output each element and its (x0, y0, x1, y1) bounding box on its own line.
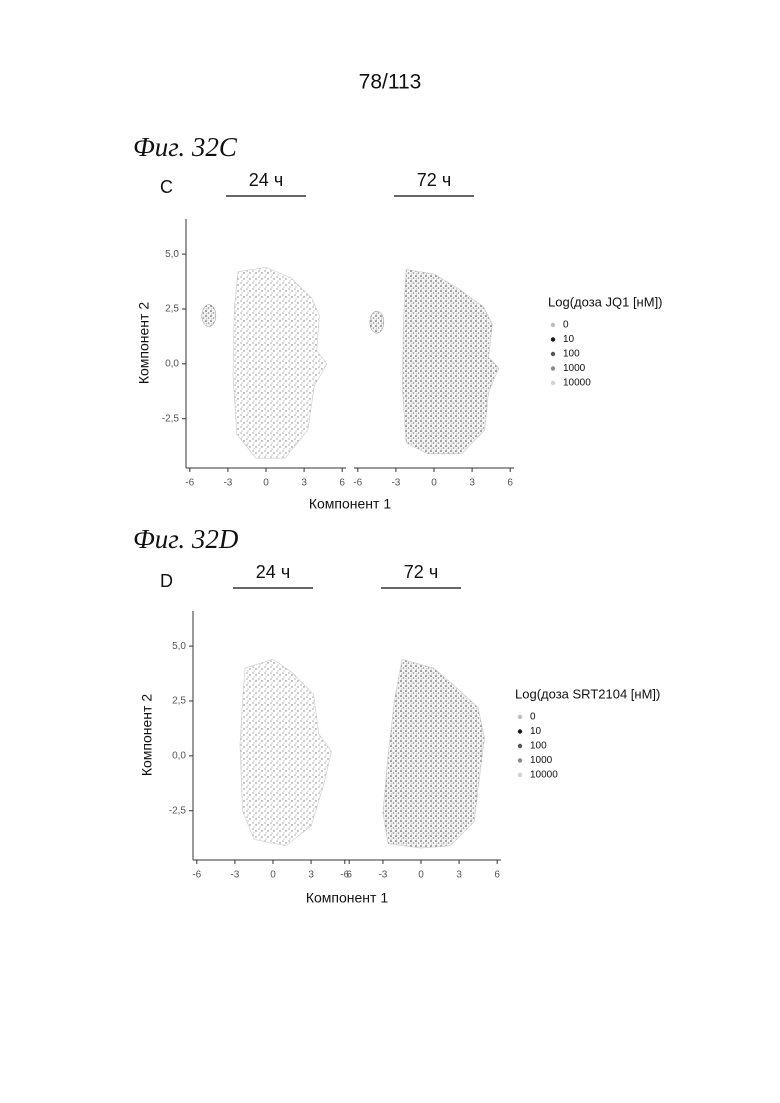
x-axis-label: Компонент 1 (309, 496, 391, 512)
x-tick-label: -6 (353, 478, 362, 489)
x-tick-label: 3 (308, 870, 314, 881)
point-cluster (202, 305, 216, 327)
x-tick-label: -6 (192, 870, 201, 881)
legend-label: 0 (563, 320, 569, 331)
legend-marker (518, 744, 522, 748)
legend-marker (551, 323, 555, 327)
y-tick-label: 2,5 (165, 304, 179, 315)
y-tick-label: 0,0 (172, 750, 186, 761)
y-tick-label: -2,5 (162, 413, 180, 424)
x-tick-label: 0 (263, 478, 269, 489)
figure-label: Фиг. 32D (133, 524, 239, 554)
legend-label: 1000 (530, 755, 553, 766)
point-cloud (402, 269, 499, 453)
legend-marker (551, 352, 555, 356)
y-axis-label: Компонент 2 (139, 694, 155, 776)
x-tick-label: -6 (340, 870, 349, 881)
x-axis-label: Компонент 1 (306, 890, 388, 906)
plot-panel (370, 269, 499, 453)
legend-label: 10000 (563, 378, 591, 389)
timepoint-label: 24 ч (249, 170, 283, 190)
panel-letter: D (160, 571, 173, 591)
x-tick-label: 6 (339, 478, 345, 489)
x-tick-label: 0 (270, 870, 276, 881)
page: 78/113 Фиг. 32C C 24 ч -6 -3 0 3 6 5,0 2,5 0,0 -2,5… (0, 0, 780, 1103)
legend-marker (518, 729, 522, 733)
point-cloud (240, 659, 331, 846)
point-cluster (370, 311, 384, 333)
timepoint-label: 72 ч (417, 170, 451, 190)
page-number: 78/113 (359, 71, 422, 94)
y-tick-label: 2,5 (172, 696, 186, 707)
y-axis-label: Компонент 2 (136, 302, 152, 384)
x-tick-label: 3 (301, 478, 307, 489)
x-tick-label: 0 (418, 870, 424, 881)
timepoint-label: 24 ч (256, 562, 290, 582)
timepoint-label: 72 ч (404, 562, 438, 582)
legend-marker (551, 381, 555, 385)
y-tick-label: 5,0 (165, 249, 179, 260)
point-cloud (383, 659, 485, 848)
point-cloud (233, 267, 327, 458)
y-tick-label: 0,0 (165, 358, 179, 369)
x-tick-label: 3 (469, 478, 475, 489)
x-tick-label: -3 (378, 870, 387, 881)
legend-label: 0 (530, 712, 536, 723)
plot-panel (240, 659, 331, 846)
legend-marker (551, 366, 555, 370)
legend-label: 1000 (563, 363, 586, 374)
y-tick-label: -2,5 (169, 805, 187, 816)
y-tick-label: 5,0 (172, 641, 186, 652)
x-tick-label: -3 (223, 478, 232, 489)
legend-marker (518, 758, 522, 762)
x-tick-label: 6 (494, 870, 500, 881)
legend-marker (551, 337, 555, 341)
plot-panel (383, 659, 485, 848)
x-tick-label: 0 (431, 478, 437, 489)
x-tick-label: -3 (391, 478, 400, 489)
legend-label: 100 (563, 349, 580, 360)
legend-title: Log(доза JQ1 [нМ]) (548, 294, 663, 309)
x-tick-label: 6 (507, 478, 513, 489)
legend-label: 10000 (530, 770, 558, 781)
legend-label: 10 (530, 726, 542, 737)
legend-marker (518, 715, 522, 719)
x-tick-label: -3 (230, 870, 239, 881)
plot-panel (202, 267, 327, 458)
legend-title: Log(доза SRT2104 [нМ]) (515, 686, 660, 701)
figure-label: Фиг. 32C (133, 132, 238, 162)
legend-marker (518, 773, 522, 777)
panel-letter: C (160, 177, 173, 197)
legend-label: 100 (530, 741, 547, 752)
x-tick-label: 3 (456, 870, 462, 881)
x-tick-label: -6 (185, 478, 194, 489)
legend-label: 10 (563, 334, 575, 345)
